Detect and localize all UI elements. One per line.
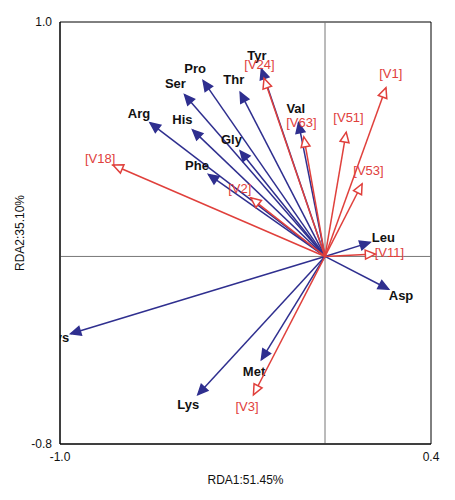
svg-text:[V1]: [V1] xyxy=(379,66,402,81)
svg-text:Gly: Gly xyxy=(221,132,243,147)
svg-text:Ser: Ser xyxy=(165,76,186,91)
svg-text:Tyr: Tyr xyxy=(247,47,267,63)
svg-text:Lys: Lys xyxy=(177,397,199,412)
svg-text:His: His xyxy=(172,112,192,127)
svg-text:Cys: Cys xyxy=(60,330,69,345)
svg-text:Thr: Thr xyxy=(223,72,244,87)
svg-text:[V63]: [V63] xyxy=(286,115,316,130)
svg-text:RDA2:35.10%: RDA2:35.10% xyxy=(13,195,27,271)
svg-text:[V24]: [V24] xyxy=(244,57,274,72)
svg-text:-1.0: -1.0 xyxy=(50,450,71,464)
svg-text:Val: Val xyxy=(286,101,305,116)
svg-text:Arg: Arg xyxy=(128,106,150,121)
svg-text:RDA1:51.45%: RDA1:51.45% xyxy=(207,473,283,487)
svg-text:0.4: 0.4 xyxy=(423,450,440,464)
svg-text:1.0: 1.0 xyxy=(35,15,52,29)
svg-text:[V18]: [V18] xyxy=(85,151,115,166)
svg-text:[V2]: [V2] xyxy=(228,181,251,196)
svg-text:[V53]: [V53] xyxy=(353,163,383,178)
svg-text:Met: Met xyxy=(242,363,266,379)
svg-text:Pro: Pro xyxy=(184,61,206,76)
svg-text:-0.8: -0.8 xyxy=(31,437,52,451)
svg-text:[V3]: [V3] xyxy=(235,399,258,414)
svg-text:[V11]: [V11] xyxy=(375,245,404,260)
svg-text:Leu: Leu xyxy=(372,230,395,245)
svg-text:Phe: Phe xyxy=(185,158,209,173)
svg-text:[V51]: [V51] xyxy=(333,110,363,125)
svg-text:Asp: Asp xyxy=(389,288,414,303)
